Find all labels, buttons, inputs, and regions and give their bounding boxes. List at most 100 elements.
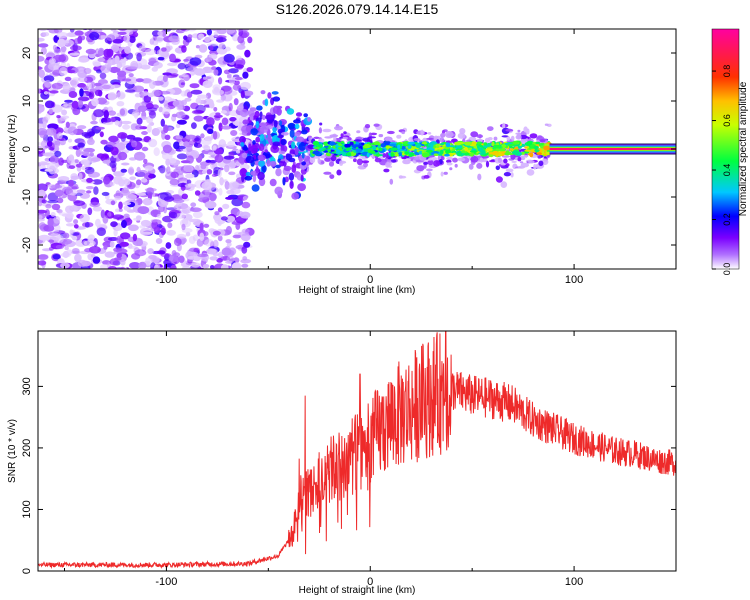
spectrogram-noise-cell xyxy=(110,146,119,156)
spectrogram-noise-cell xyxy=(129,262,141,269)
spectrogram-signal-core xyxy=(485,148,493,152)
y-tick-label: -20 xyxy=(21,237,33,253)
spectrogram-noise-cell xyxy=(199,222,204,231)
spectrogram-onset-cell xyxy=(260,90,266,95)
spectrogram-noise-cell xyxy=(46,140,53,147)
spectrogram-noise-cell xyxy=(56,115,61,119)
spectrogram-noise-cell xyxy=(103,244,108,250)
spectrogram-noise-cell xyxy=(195,97,202,104)
spectrogram-noise-cell xyxy=(125,76,138,85)
spectrogram-onset-cell xyxy=(301,129,308,135)
spectrogram-noise-cell xyxy=(73,219,79,225)
spectrogram-noise-cell xyxy=(223,53,235,63)
spectrogram-noise-cell xyxy=(38,66,43,70)
spectrogram-signal-core xyxy=(524,149,532,152)
spectrogram-signal-cell xyxy=(520,156,526,161)
spectrogram-signal-cell xyxy=(503,158,508,164)
spectrogram-noise-cell xyxy=(170,73,179,77)
spectrogram-noise-cell xyxy=(69,52,81,56)
spectrogram-noise-cell xyxy=(119,241,129,247)
spectrogram-noise-cell xyxy=(74,253,82,263)
spectrogram-noise-cell xyxy=(38,209,48,214)
spectrogram-signal-core xyxy=(408,153,414,158)
spectrogram-onset-cell xyxy=(272,96,281,102)
spectrogram-noise-cell xyxy=(159,192,172,201)
spectrogram-noise-cell xyxy=(204,23,212,28)
spectrogram-noise-cell xyxy=(138,45,146,52)
spectrogram-noise-cell xyxy=(42,121,47,129)
snr-panel: -100 0 100 0 100 200 300 Height of straight l… xyxy=(7,330,677,596)
spectrogram-signal-cell xyxy=(489,159,497,163)
spectrogram-signal-cell xyxy=(420,129,424,136)
spectrogram-noise-cell xyxy=(39,162,50,166)
spectrogram-noise-cell xyxy=(218,43,226,50)
spectrogram-signal-cell xyxy=(517,157,522,162)
spectrogram-noise-cell xyxy=(99,223,107,228)
spectrogram-noise-cell xyxy=(103,48,112,58)
spectrogram-signal-cell xyxy=(510,172,514,178)
spectrogram-noise-cell xyxy=(107,92,117,101)
spectrogram-signal-cell xyxy=(329,134,339,138)
spectrogram-onset-cell xyxy=(273,120,278,128)
spectrogram-noise-cell xyxy=(108,270,115,274)
spectrogram-signal-cell xyxy=(319,122,323,126)
spectrogram-noise-cell xyxy=(228,171,236,176)
spectrogram-noise-cell xyxy=(202,170,207,175)
spectrogram-noise-cell xyxy=(160,118,165,127)
spectrogram-noise-cell xyxy=(89,88,97,93)
spectrogram-noise-cell xyxy=(41,199,47,204)
spectrogram-noise-cell xyxy=(212,130,218,140)
spectrogram-noise-cell xyxy=(118,201,123,210)
spectrogram-noise-cell xyxy=(234,64,244,69)
spectrogram-signal-core xyxy=(307,144,315,149)
spectrogram-noise-cell xyxy=(96,97,107,105)
spectrogram-noise-cell xyxy=(77,57,89,63)
spectrogram-noise-cell xyxy=(123,213,130,219)
spectrogram-noise-cell xyxy=(235,269,243,275)
spectrogram-noise-cell xyxy=(165,242,172,249)
spectrogram-noise-cell xyxy=(127,224,139,232)
spectrogram-noise-cell xyxy=(162,29,173,32)
spectrogram-noise-cell xyxy=(118,151,128,161)
spectrogram-y-axis-title: Frequency (Hz) xyxy=(7,115,18,184)
spectrogram-noise-cell xyxy=(121,219,127,229)
spectrogram-signal-core xyxy=(389,143,397,147)
spectrogram-signal-core xyxy=(421,141,428,145)
spectrogram-onset-cell xyxy=(265,114,275,121)
colorbar-tick-label: 0.4 xyxy=(722,164,732,177)
spectrogram-noise-cell xyxy=(134,249,147,257)
spectrogram-noise-cell xyxy=(138,270,144,278)
spectrogram-signal-core xyxy=(312,150,320,155)
snr-x-ticks: -100 0 100 xyxy=(63,331,677,588)
spectrogram-noise-cell xyxy=(209,101,215,109)
spectrogram-signal-cell xyxy=(441,156,445,161)
spectrogram-onset-cell xyxy=(255,136,261,143)
spectrogram-noise-cell xyxy=(70,45,82,51)
spectrogram-signal-cell xyxy=(470,131,479,138)
spectrogram-onset-cell xyxy=(291,164,297,173)
spectrogram-signal-core xyxy=(369,150,376,154)
spectrogram-signal-core xyxy=(483,142,488,146)
spectrogram-signal-core xyxy=(469,150,478,153)
spectrogram-noise-cell xyxy=(128,73,134,78)
x-tick-label: 100 xyxy=(565,274,583,286)
spectrogram-noise-cell xyxy=(109,181,115,187)
spectrogram-signal-core xyxy=(428,143,432,147)
spectrogram-signal-cell xyxy=(528,160,535,164)
spectrogram-onset-cell xyxy=(259,134,265,141)
spectrogram-noise-cell xyxy=(144,48,157,56)
colorbar-tick-label: 0.8 xyxy=(722,65,732,78)
spectrogram-signal-core xyxy=(505,150,510,153)
spectrogram-noise-cell xyxy=(181,218,189,226)
spectrogram-onset-cell xyxy=(307,117,312,122)
spectrogram-noise-cell xyxy=(38,254,49,260)
spectrogram-onset-cell xyxy=(300,174,304,182)
spectrogram-noise-cell xyxy=(206,43,219,47)
spectrogram-onset-cell xyxy=(259,122,267,127)
spectrogram-onset-cell xyxy=(244,175,253,181)
spectrogram-signal-core xyxy=(426,149,433,153)
spectrogram-onset-cell xyxy=(294,146,299,156)
spectrogram-onset-cell xyxy=(240,90,245,99)
spectrogram-noise-cell xyxy=(113,175,123,185)
spectrogram-noise-cell xyxy=(63,102,69,108)
